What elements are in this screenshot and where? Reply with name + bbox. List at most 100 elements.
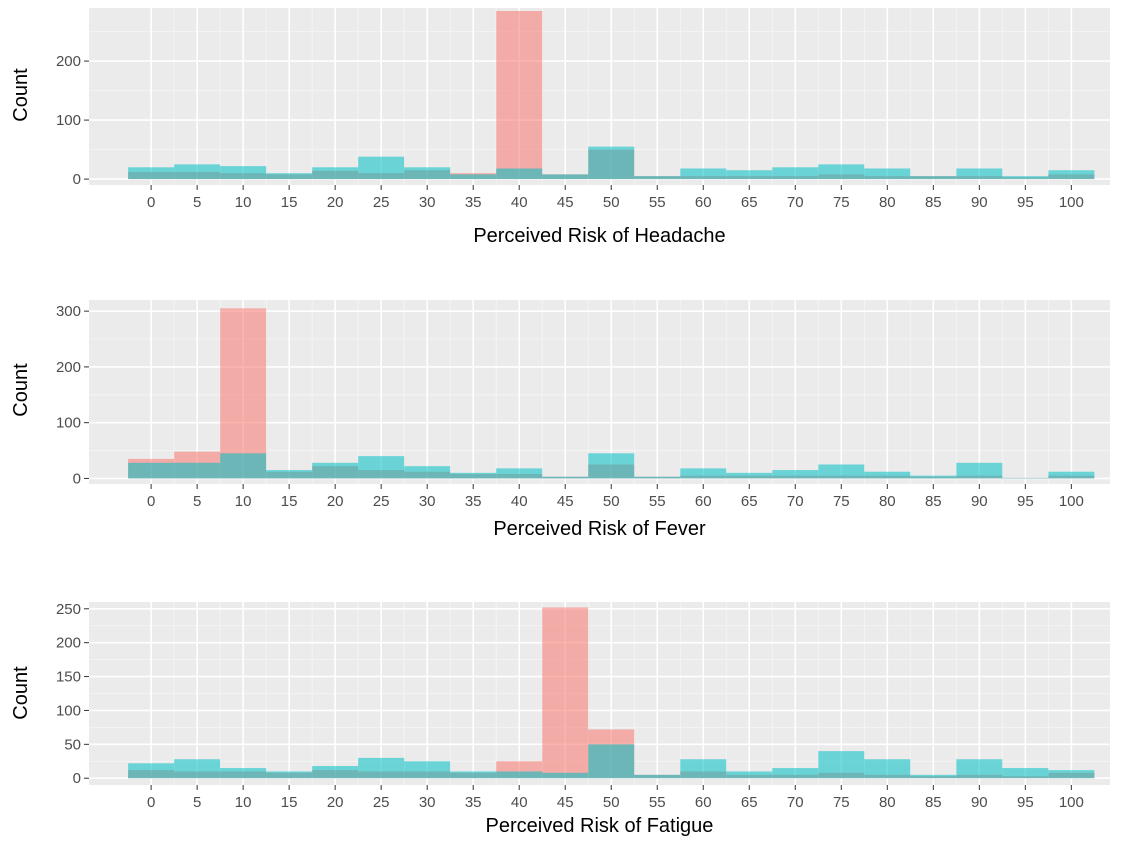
x-tick-label: 20 xyxy=(327,794,344,811)
y-tick-label: 200 xyxy=(56,359,81,376)
histogram-bar xyxy=(312,766,359,779)
x-tick-label: 10 xyxy=(235,794,252,811)
y-tick-label: 50 xyxy=(64,736,81,753)
x-tick-label: 50 xyxy=(603,794,620,811)
x-tick-label: 80 xyxy=(879,194,896,211)
histogram-bar xyxy=(818,464,865,479)
x-tick-label: 60 xyxy=(695,493,712,510)
y-axis-title: Count xyxy=(10,666,32,720)
x-tick-label: 100 xyxy=(1059,794,1084,811)
x-tick-label: 25 xyxy=(373,794,390,811)
histogram-bar xyxy=(358,757,405,779)
x-tick-label: 70 xyxy=(787,194,804,211)
histogram-bar xyxy=(680,759,727,779)
histogram-bar xyxy=(864,471,911,479)
histogram-bar xyxy=(634,176,681,180)
x-tick-label: 80 xyxy=(879,794,896,811)
histogram-bar xyxy=(864,168,911,180)
x-tick-label: 0 xyxy=(147,194,155,211)
histogram-bar xyxy=(910,774,957,779)
x-tick-label: 0 xyxy=(147,794,155,811)
histogram-bar xyxy=(588,453,635,479)
histogram-bar xyxy=(404,167,451,180)
histogram-bar xyxy=(404,466,451,479)
histogram-bar xyxy=(496,771,543,779)
x-tick-label: 15 xyxy=(281,493,298,510)
x-axis-title: Perceived Risk of Fatigue xyxy=(486,815,714,837)
x-tick-label: 45 xyxy=(557,794,574,811)
x-axis-title: Perceived Risk of Headache xyxy=(473,225,725,247)
x-tick-label: 85 xyxy=(925,794,942,811)
histogram-bar xyxy=(726,170,773,180)
histogram-bar xyxy=(680,168,727,180)
x-tick-label: 70 xyxy=(787,493,804,510)
x-tick-label: 55 xyxy=(649,493,666,510)
x-axis-title: Perceived Risk of Fever xyxy=(493,518,706,540)
histogram-bar xyxy=(174,462,221,479)
histogram-bar xyxy=(128,763,175,779)
y-tick-label: 250 xyxy=(56,601,81,618)
y-axis-title: Count xyxy=(10,363,32,417)
x-tick-label: 40 xyxy=(511,493,528,510)
x-tick-label: 90 xyxy=(971,194,988,211)
y-tick-label: 100 xyxy=(56,415,81,432)
histogram-bar xyxy=(956,168,1003,180)
y-tick-label: 300 xyxy=(56,303,81,320)
histogram-bar xyxy=(634,774,681,779)
x-tick-label: 55 xyxy=(649,794,666,811)
y-tick-label: 0 xyxy=(73,770,81,787)
histogram-bar xyxy=(358,156,405,180)
histogram-bar xyxy=(266,771,313,779)
histogram-bar xyxy=(772,768,819,779)
histogram-bar xyxy=(726,771,773,779)
x-tick-label: 5 xyxy=(193,794,201,811)
y-tick-label: 200 xyxy=(56,635,81,652)
x-tick-label: 85 xyxy=(925,493,942,510)
histogram-bar xyxy=(1002,768,1049,779)
x-tick-label: 65 xyxy=(741,194,758,211)
x-tick-label: 20 xyxy=(327,194,344,211)
histogram-bar xyxy=(496,10,543,180)
x-tick-label: 50 xyxy=(603,493,620,510)
x-tick-label: 65 xyxy=(741,493,758,510)
x-tick-label: 100 xyxy=(1059,194,1084,211)
panel-3: 0 50 100 150 200 250 0 5 10 15 20 25 30 35 40 45 50 55 60 6… xyxy=(10,601,1110,837)
histogram-bar xyxy=(312,167,359,180)
x-tick-label: 95 xyxy=(1017,794,1034,811)
x-tick-label: 45 xyxy=(557,194,574,211)
x-tick-label: 60 xyxy=(695,794,712,811)
y-tick-label: 0 xyxy=(73,470,81,487)
x-tick-label: 65 xyxy=(741,794,758,811)
histogram-bar xyxy=(1002,176,1049,180)
histogram-bar xyxy=(266,470,313,479)
x-tick-label: 100 xyxy=(1059,493,1084,510)
y-tick-label: 0 xyxy=(73,171,81,188)
x-tick-label: 30 xyxy=(419,794,436,811)
x-tick-label: 30 xyxy=(419,194,436,211)
histogram-bar xyxy=(220,166,267,180)
y-tick-label: 150 xyxy=(56,669,81,686)
histogram-bar xyxy=(956,462,1003,479)
x-tick-label: 20 xyxy=(327,493,344,510)
histogram-bar xyxy=(588,744,635,779)
x-tick-label: 95 xyxy=(1017,493,1034,510)
x-tick-label: 30 xyxy=(419,493,436,510)
histogram-bar xyxy=(1048,770,1095,779)
x-tick-label: 85 xyxy=(925,194,942,211)
histogram-bar xyxy=(312,462,359,479)
histogram-bar xyxy=(220,308,267,479)
x-tick-label: 35 xyxy=(465,194,482,211)
x-tick-label: 10 xyxy=(235,194,252,211)
histogram-bar xyxy=(496,468,543,479)
histogram-bar xyxy=(818,164,865,180)
x-tick-label: 25 xyxy=(373,493,390,510)
histogram-bar xyxy=(266,173,313,180)
histogram-bar xyxy=(1048,471,1095,479)
x-tick-label: 90 xyxy=(971,493,988,510)
histogram-bar xyxy=(542,476,589,479)
histogram-bar xyxy=(128,462,175,479)
x-tick-label: 80 xyxy=(879,493,896,510)
x-tick-label: 15 xyxy=(281,794,298,811)
histogram-bar xyxy=(680,468,727,479)
y-tick-label: 200 xyxy=(56,53,81,70)
